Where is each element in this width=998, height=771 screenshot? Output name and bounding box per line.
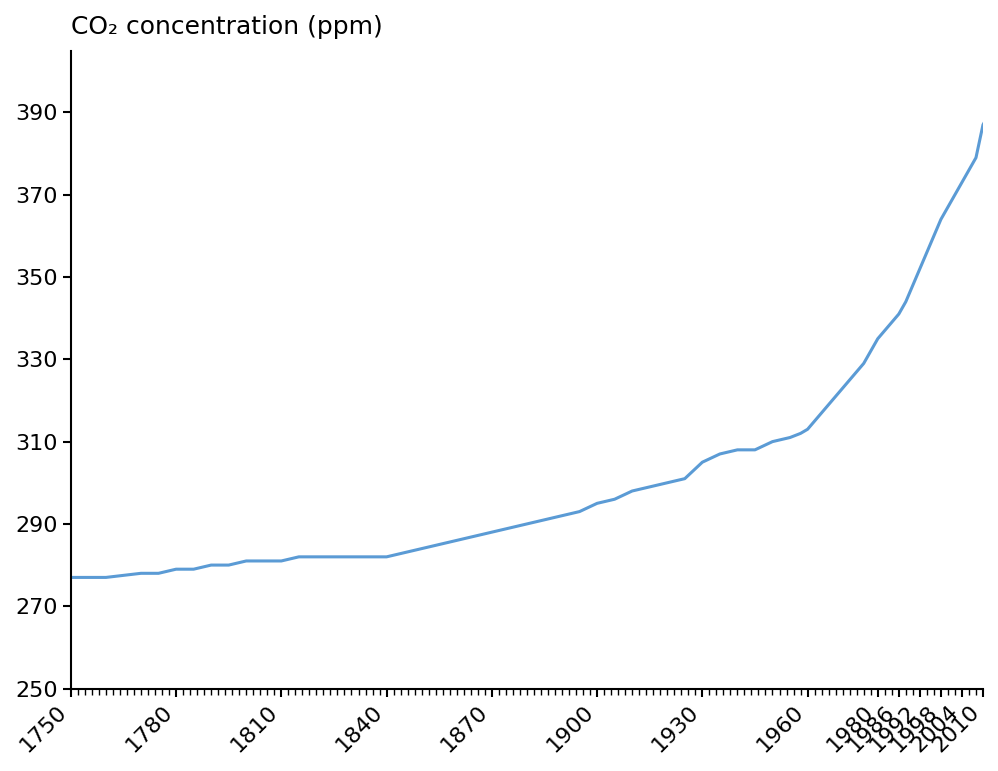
Text: CO₂ concentration (ppm): CO₂ concentration (ppm) bbox=[71, 15, 382, 39]
